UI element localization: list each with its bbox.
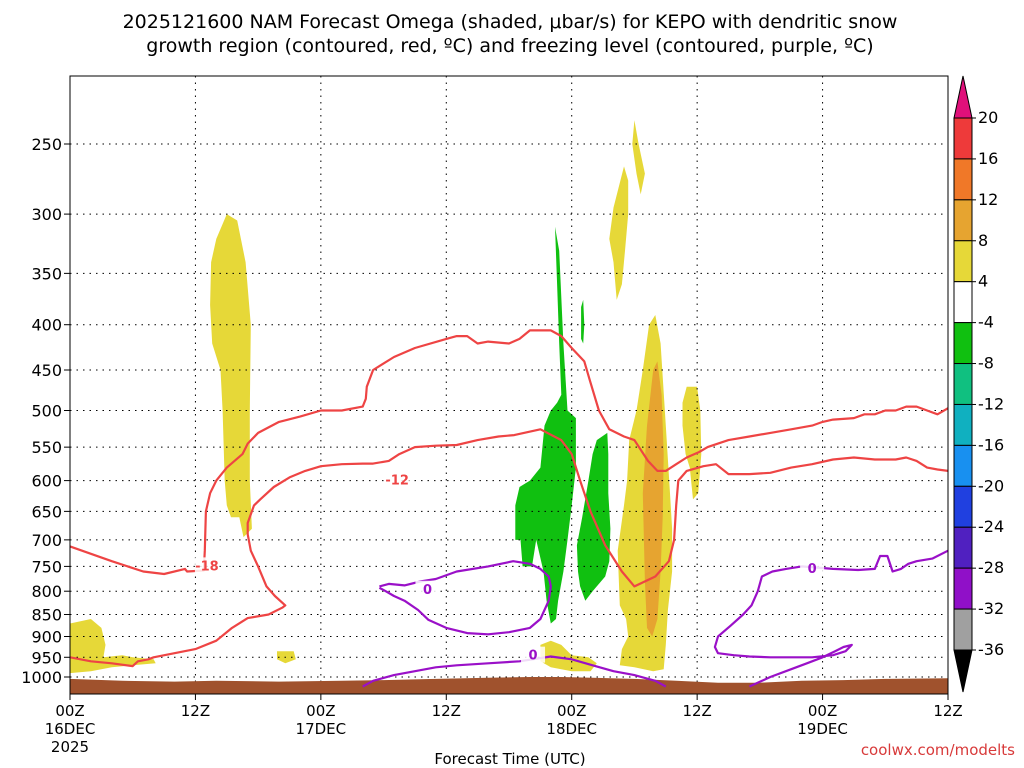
chart-title-line-1: 2025121600 NAM Forecast Omega (shaded, μ… (123, 11, 898, 33)
colorbar-swatch (953, 485, 973, 528)
colorbar-top-arrow (953, 75, 973, 119)
colorbar-label: 20 (978, 108, 998, 127)
x-tick-year: 2025 (51, 738, 89, 756)
x-tick-label: 00Z (55, 702, 84, 720)
contour--12-C (70, 428, 948, 668)
y-tick-label: 300 (31, 205, 62, 224)
colorbar-swatch (953, 526, 973, 569)
x-tick-label: 12Z (432, 702, 461, 720)
plot-frame (69, 75, 949, 695)
credit-text: coolwx.com/modelts (861, 741, 1015, 759)
contour-layer: -18 -12 0 0 0 (70, 329, 948, 688)
colorbar-label: -28 (978, 558, 1004, 577)
colorbar: 20 16 12 8 4 -4 -8 -12 -16 -20 -24 -28 -32 -36 (953, 75, 1004, 693)
x-tick-label: 00Z (306, 702, 335, 720)
omega-region-3 (609, 166, 629, 300)
x-tick-date: 18DEC (546, 720, 597, 738)
contour-label-bg (194, 557, 219, 574)
colorbar-swatch (953, 117, 973, 160)
contour-0-C-lower (362, 655, 667, 688)
contour-label: 0 (529, 649, 538, 664)
colorbar-swatch (953, 567, 973, 610)
colorbar-label: -12 (978, 394, 1004, 413)
contour--18-C (70, 329, 948, 576)
y-tick-label: 800 (31, 582, 62, 601)
y-tick-label: 500 (31, 402, 62, 421)
y-tick-label: 1000 (21, 668, 62, 687)
terrain-layer (70, 677, 948, 694)
y-tick-label: 600 (31, 472, 62, 491)
x-tick-date: 17DEC (296, 720, 347, 738)
colorbar-swatch (953, 199, 973, 242)
terrain-band (70, 677, 948, 694)
y-tick-label: 550 (31, 438, 62, 457)
contour-label-bg (385, 471, 410, 488)
colorbar-swatch (953, 444, 973, 487)
contour-label: 0 (423, 583, 432, 598)
omega-region-11 (581, 299, 585, 344)
plot-area (70, 76, 948, 694)
x-tick-label: 00Z (557, 702, 586, 720)
x-tick-label: 12Z (181, 702, 210, 720)
x-tick-date: 19DEC (797, 720, 848, 738)
colorbar-swatch (953, 608, 973, 651)
omega-region-2 (277, 651, 296, 664)
contour-0-C-right (713, 549, 948, 688)
y-tick-label: 250 (31, 135, 62, 154)
omega-region-9 (515, 226, 576, 624)
colorbar-label: -8 (978, 354, 994, 373)
y-tick-label: 750 (31, 557, 62, 576)
omega-region-1 (70, 619, 156, 674)
y-tick-label: 450 (31, 361, 62, 380)
omega-region-4 (632, 120, 645, 195)
colorbar-label: -24 (978, 517, 1004, 536)
colorbar-swatch (953, 281, 973, 324)
colorbar-label: 8 (978, 231, 988, 250)
colorbar-bottom-arrow (953, 649, 973, 693)
y-tick-label: 650 (31, 502, 62, 521)
colorbar-label: -36 (978, 640, 1004, 659)
x-tick-date: 16DEC (45, 720, 96, 738)
contour-label-bg (521, 646, 546, 663)
colorbar-label: 16 (978, 149, 998, 168)
x-axis-label: Forecast Time (UTC) (434, 750, 585, 768)
chart-title-line-2: growth region (contoured, red, ºC) and f… (146, 35, 873, 57)
x-tick-label: 12Z (682, 702, 711, 720)
y-tick-label: 700 (31, 531, 62, 550)
y-axis: 250 300 350 400 450 500 550 600 650 700 750 800 850 9… (21, 135, 70, 687)
contour-label: 0 (808, 562, 817, 577)
contour-label: -18 (195, 559, 219, 574)
colorbar-swatch (953, 403, 973, 446)
colorbar-label: -20 (978, 476, 1004, 495)
contour-0-C (378, 560, 552, 636)
contour-label: -12 (385, 474, 409, 489)
y-tick-label: 400 (31, 316, 62, 335)
x-tick-label: 00Z (808, 702, 837, 720)
omega-region-8 (642, 361, 664, 637)
colorbar-label: 12 (978, 190, 998, 209)
omega-region-6 (682, 386, 702, 500)
colorbar-label: -32 (978, 599, 1004, 618)
colorbar-label: -16 (978, 435, 1004, 454)
y-tick-label: 850 (31, 606, 62, 625)
colorbar-swatch (953, 240, 973, 283)
colorbar-swatch (953, 158, 973, 201)
contour-label-bg (800, 559, 825, 576)
colorbar-label: -4 (978, 313, 994, 332)
contour-label-bg (415, 580, 440, 597)
colorbar-swatch (953, 322, 973, 365)
y-tick-label: 350 (31, 264, 62, 283)
y-tick-label: 900 (31, 627, 62, 646)
colorbar-swatch (953, 363, 973, 405)
y-tick-label: 950 (31, 648, 62, 667)
colorbar-label: 4 (978, 272, 988, 291)
x-tick-label: 12Z (933, 702, 962, 720)
